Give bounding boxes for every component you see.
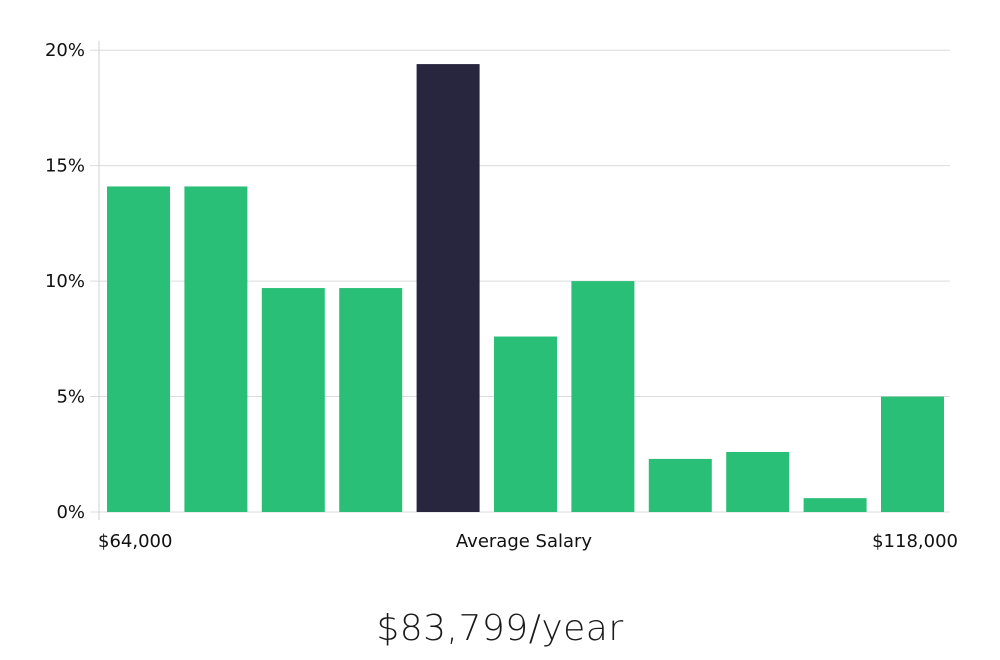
bar-4 xyxy=(339,288,403,512)
y-tick-label: 20% xyxy=(45,40,85,61)
bar-1 xyxy=(107,186,170,513)
x-label-min: $64,000 xyxy=(98,531,172,552)
y-tick-label: 5% xyxy=(56,387,85,408)
chart-canvas: 0% 5% 10% 15% 20% $64,000 Average Salary $11… xyxy=(45,40,958,552)
bar-layer xyxy=(107,64,944,513)
bar-2 xyxy=(184,186,248,513)
bar-9 xyxy=(726,451,790,512)
y-tick-label: 0% xyxy=(56,502,85,523)
bar-10 xyxy=(803,498,867,512)
x-label-average-salary: Average Salary xyxy=(456,531,593,552)
y-tick-label: 10% xyxy=(45,271,85,292)
y-tick-label: 15% xyxy=(45,156,85,177)
x-label-max: $118,000 xyxy=(872,531,958,552)
bar-3 xyxy=(261,288,325,512)
bar-8 xyxy=(648,458,712,512)
bar-11 xyxy=(881,396,944,512)
bar-6 xyxy=(494,336,557,512)
bar-average-salary xyxy=(416,64,480,513)
average-salary-value: $83,799/year xyxy=(376,608,624,649)
axis-layer: 0% 5% 10% 15% 20% xyxy=(45,40,100,523)
bar-7 xyxy=(571,281,635,512)
